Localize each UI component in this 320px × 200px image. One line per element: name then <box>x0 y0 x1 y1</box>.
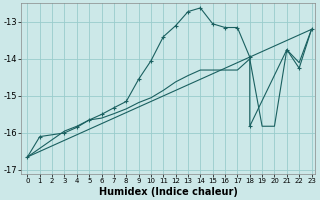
X-axis label: Humidex (Indice chaleur): Humidex (Indice chaleur) <box>99 187 238 197</box>
